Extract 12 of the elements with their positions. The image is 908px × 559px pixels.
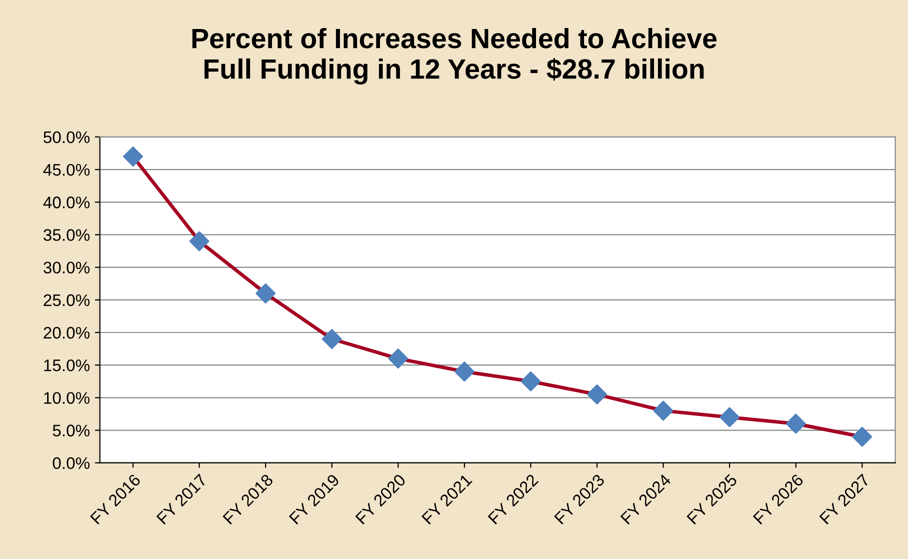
y-tick-label: 5.0% — [52, 424, 90, 436]
chart-title: Percent of Increases Needed to Achieve Full Funding in 12 Years - $28.7 billion — [192, 28, 717, 84]
y-tick-label: 40.0% — [43, 196, 90, 208]
y-tick-label: 30.0% — [44, 262, 90, 274]
y-tick-label: 15.0% — [44, 359, 90, 372]
y-tick-label: 35.0% — [44, 229, 90, 241]
y-tick-label: 25.0% — [44, 294, 90, 306]
y-tick-label: 20.0% — [44, 326, 90, 339]
y-tick-label: 0.0% — [52, 457, 90, 470]
y-tick-label: 45.0% — [43, 164, 90, 176]
y-tick-label: 10.0% — [44, 392, 90, 404]
y-tick-label: 50.0% — [44, 131, 90, 144]
